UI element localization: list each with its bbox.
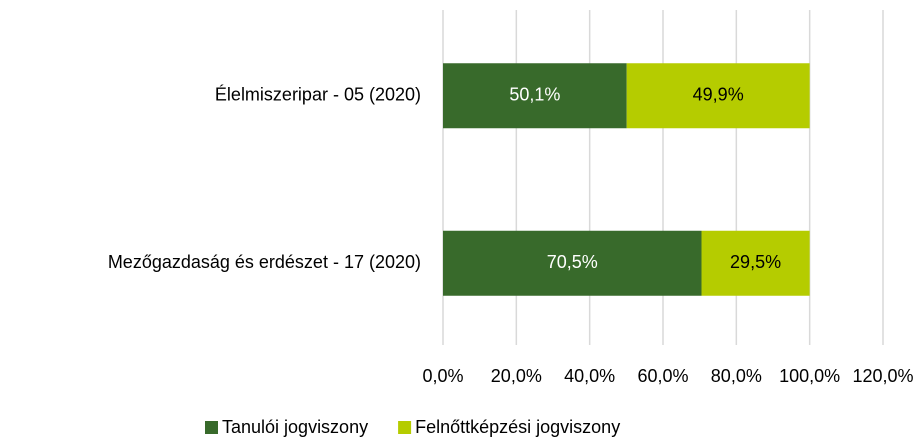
legend-swatch [398, 421, 412, 434]
bar-segment [443, 230, 702, 296]
bar-segment [443, 63, 627, 129]
x-tick-label: 60,0% [637, 366, 688, 386]
y-tick-label: Mezőgazdaság és erdészet - 17 (2020) [108, 252, 421, 272]
data-label: 29,5% [730, 252, 781, 272]
x-tick-label: 100,0% [779, 366, 840, 386]
data-label: 50,1% [509, 85, 560, 105]
x-tick-label: 20,0% [491, 366, 542, 386]
y-tick-label: Élelmiszeripar - 05 (2020) [215, 85, 421, 105]
x-tick-label: 120,0% [852, 366, 913, 386]
x-tick-label: 0,0% [422, 366, 463, 386]
data-label: 70,5% [547, 252, 598, 272]
x-tick-label: 80,0% [711, 366, 762, 386]
bar-segment [626, 63, 810, 129]
x-tick-label: 40,0% [564, 366, 615, 386]
bar-segment [701, 230, 810, 296]
data-label: 49,9% [693, 85, 744, 105]
legend-swatch [205, 421, 218, 434]
legend-label: Tanulói jogviszony [222, 417, 368, 437]
legend-label: Felnőttképzési jogviszony [415, 417, 620, 437]
